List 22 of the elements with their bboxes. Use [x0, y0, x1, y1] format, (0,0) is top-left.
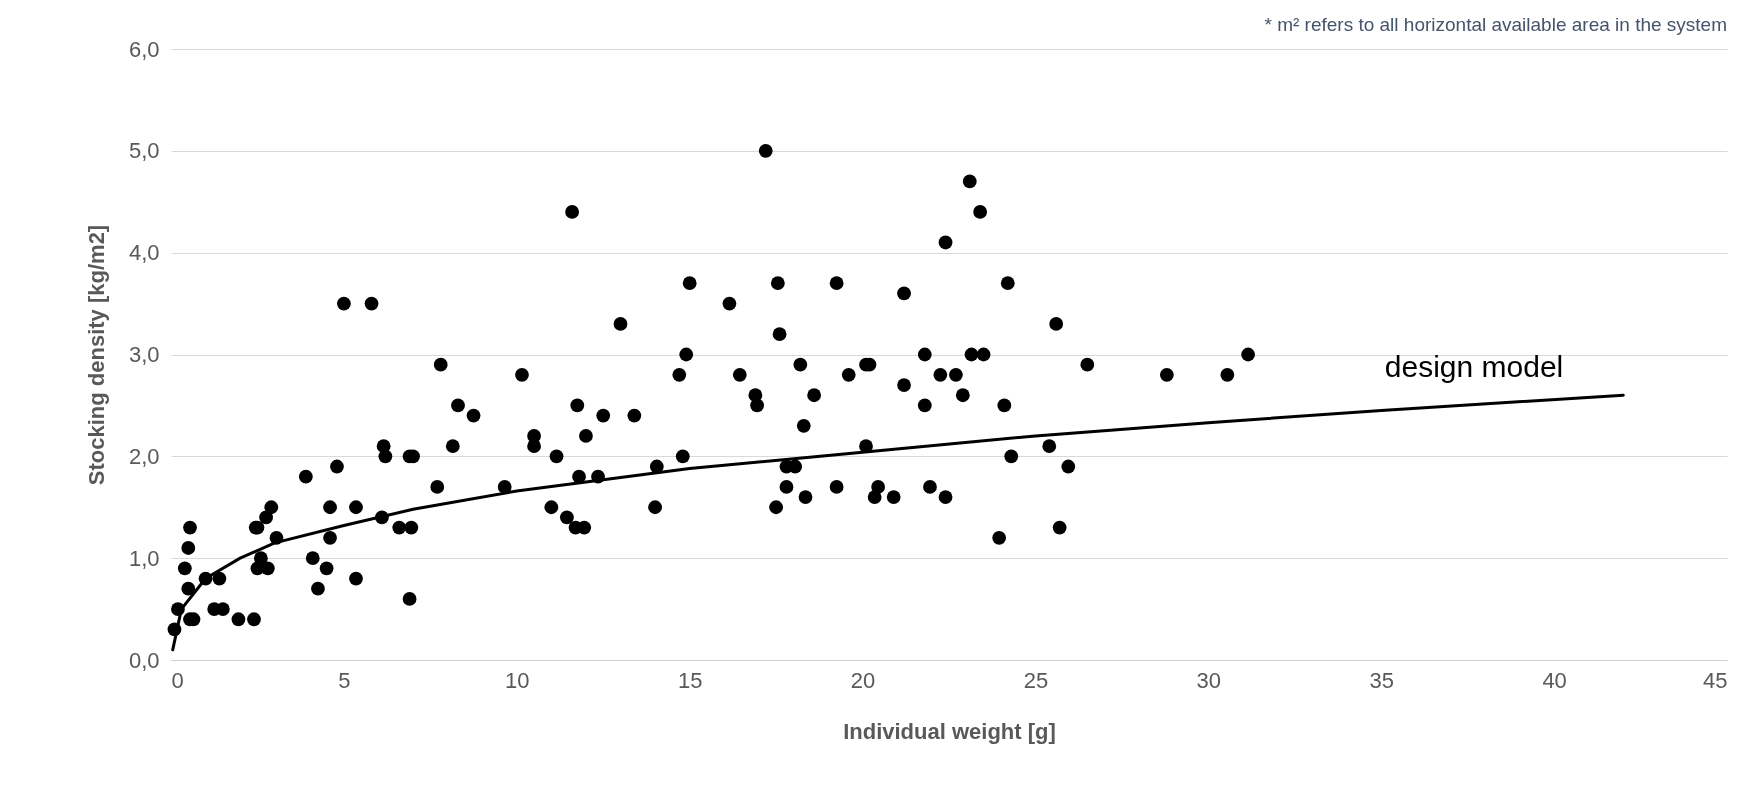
y-axis-title: Stocking density [kg/m2] — [83, 224, 109, 486]
text: * m² refers to all horizontal available area in the system — [1264, 14, 1727, 35]
y-tick-label: 0,0 — [128, 647, 160, 673]
x-tick-label: 10 — [505, 667, 530, 693]
y-tick-label: 1,0 — [128, 545, 160, 571]
x-tick-label: 15 — [677, 667, 703, 693]
line-series — [171, 393, 1625, 652]
y-tick-label: 2,0 — [128, 443, 160, 469]
x-tick-label: 35 — [1369, 667, 1394, 693]
x-tick-label: 25 — [1023, 667, 1049, 693]
x-tick-label: 5 — [338, 667, 351, 693]
y-tick-label: 6,0 — [128, 36, 160, 62]
x-tick-label: 40 — [1542, 667, 1567, 693]
y-tick-label: 3,0 — [128, 342, 160, 367]
y-tick-label: 5,0 — [128, 138, 160, 164]
x-tick-label: 45 — [1703, 667, 1728, 693]
x-axis-title: Individual weight [g] — [843, 718, 1056, 744]
y-tick-label: 4,0 — [128, 240, 160, 266]
x-tick-label: 0 — [171, 667, 184, 693]
annotation: design model — [1384, 350, 1564, 384]
x-tick-label: 30 — [1196, 667, 1222, 693]
x-tick-label: 20 — [850, 667, 876, 693]
